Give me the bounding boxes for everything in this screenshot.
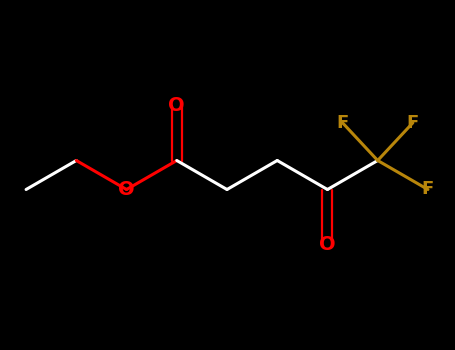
Text: F: F — [407, 114, 419, 132]
Text: O: O — [319, 235, 336, 254]
Text: O: O — [118, 180, 135, 199]
Text: F: F — [422, 181, 434, 198]
Text: F: F — [336, 114, 349, 132]
Text: O: O — [168, 96, 185, 115]
